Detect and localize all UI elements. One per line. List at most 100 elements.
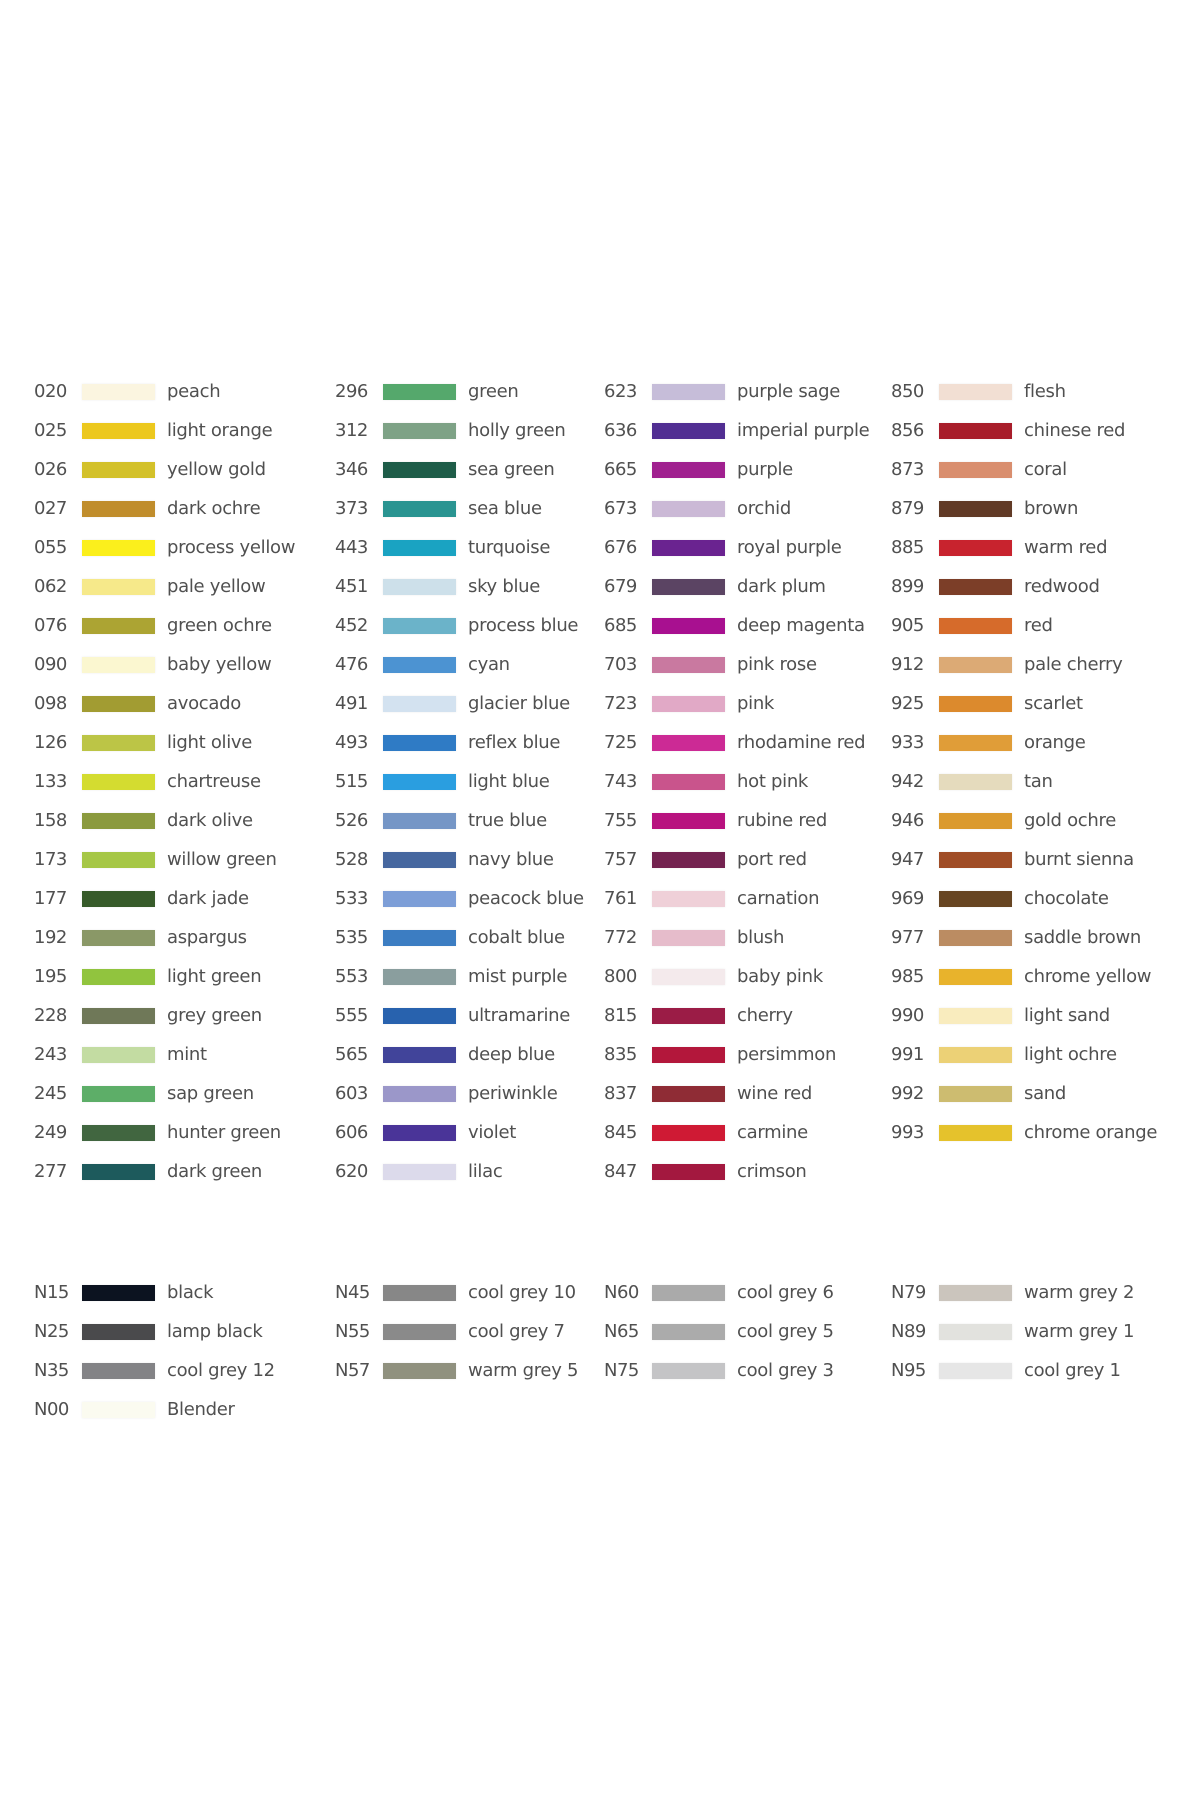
color-entry: N79 warm grey 2 [891,1282,1191,1304]
color-name: port red [737,849,807,870]
color-swatch [652,423,725,439]
color-name: chocolate [1024,888,1109,909]
color-code: 879 [891,498,924,519]
color-swatch [383,1324,456,1340]
color-swatch [939,930,1012,946]
color-entry: N15 black [34,1282,334,1304]
color-code: 679 [604,576,637,597]
color-entry: 098 avocado [34,693,334,715]
color-swatch [652,1008,725,1024]
color-name: dark olive [167,810,253,831]
color-name: warm grey 1 [1024,1321,1135,1342]
color-name: purple [737,459,793,480]
color-swatch [939,1324,1012,1340]
color-swatch [939,1086,1012,1102]
color-name: warm red [1024,537,1108,558]
color-swatch [82,579,155,595]
color-code: N79 [891,1282,926,1303]
color-swatch [383,1047,456,1063]
color-entry: 985 chrome yellow [891,966,1191,988]
color-code: 845 [604,1122,637,1143]
color-entry: 772 blush [604,927,904,949]
color-swatch [82,1402,155,1418]
color-code: 555 [335,1005,368,1026]
color-entry: 835 persimmon [604,1044,904,1066]
color-code: N89 [891,1321,926,1342]
color-name: cool grey 7 [468,1321,565,1342]
color-name: light sand [1024,1005,1110,1026]
color-name: sand [1024,1083,1067,1104]
color-code: 476 [335,654,368,675]
color-entry: 533 peacock blue [335,888,635,910]
color-code: 847 [604,1161,637,1182]
color-entry: 912 pale cherry [891,654,1191,676]
color-swatch [383,423,456,439]
color-entry: 993 chrome orange [891,1122,1191,1144]
color-code: 991 [891,1044,924,1065]
color-entry: 249 hunter green [34,1122,334,1144]
color-entry: 743 hot pink [604,771,904,793]
color-entry: 025 light orange [34,420,334,442]
color-swatch [939,1125,1012,1141]
color-entry: 565 deep blue [335,1044,635,1066]
color-swatch [82,423,155,439]
color-swatch [652,969,725,985]
color-entry: 673 orchid [604,498,904,520]
color-swatch [82,969,155,985]
color-swatch [939,735,1012,751]
color-name: true blue [468,810,547,831]
color-code: 025 [34,420,67,441]
color-code: 133 [34,771,67,792]
color-code: N35 [34,1360,69,1381]
color-swatch [652,813,725,829]
color-name: sea blue [468,498,542,519]
color-swatch [652,1047,725,1063]
color-code: 977 [891,927,924,948]
color-code: 946 [891,810,924,831]
color-swatch [652,852,725,868]
color-code: 757 [604,849,637,870]
color-code: 993 [891,1122,924,1143]
color-name: persimmon [737,1044,837,1065]
color-entry: 026 yellow gold [34,459,334,481]
color-swatch [82,696,155,712]
color-code: 905 [891,615,924,636]
color-swatch [652,384,725,400]
color-entry: N25 lamp black [34,1321,334,1343]
color-entry: 245 sap green [34,1083,334,1105]
color-entry: 296 green [335,381,635,403]
color-swatch [383,1125,456,1141]
color-name: aspargus [167,927,247,948]
color-name: violet [468,1122,516,1143]
color-code: 623 [604,381,637,402]
color-code: 533 [335,888,368,909]
color-code: 026 [34,459,67,480]
color-name: mint [167,1044,207,1065]
color-name: dark jade [167,888,249,909]
color-name: warm grey 5 [468,1360,579,1381]
color-name: baby yellow [167,654,272,675]
color-swatch [939,540,1012,556]
color-code: 076 [34,615,67,636]
color-name: burnt sienna [1024,849,1134,870]
color-code: 606 [335,1122,368,1143]
color-name: pale cherry [1024,654,1123,675]
color-swatch [82,735,155,751]
color-swatch [82,1047,155,1063]
color-code: 885 [891,537,924,558]
color-name: cobalt blue [468,927,565,948]
color-name: red [1024,615,1053,636]
color-swatch [383,540,456,556]
color-name: light orange [167,420,273,441]
color-swatch [652,1125,725,1141]
color-swatch [939,1047,1012,1063]
color-entry: N45 cool grey 10 [335,1282,635,1304]
color-code: 443 [335,537,368,558]
color-code: 755 [604,810,637,831]
color-name: rhodamine red [737,732,866,753]
color-entry: 942 tan [891,771,1191,793]
color-swatch [383,696,456,712]
color-name: green ochre [167,615,272,636]
color-entry: 620 lilac [335,1161,635,1183]
color-swatch [652,735,725,751]
